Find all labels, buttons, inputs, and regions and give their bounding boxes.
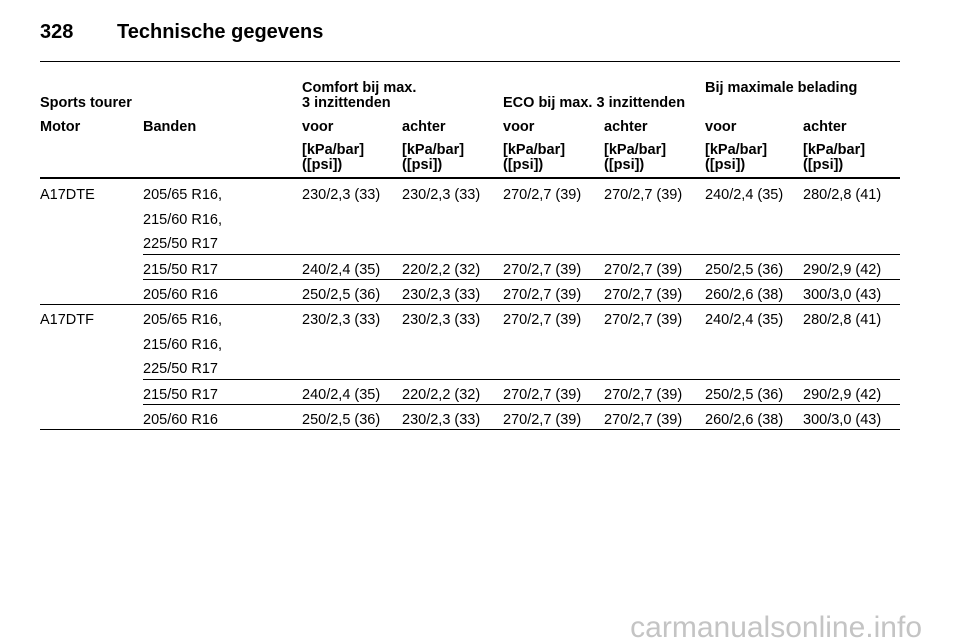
page-number: 328 bbox=[40, 21, 74, 43]
tire-cell: 215/50 R17 bbox=[143, 387, 218, 403]
page-title: Technische gegevens bbox=[117, 21, 324, 43]
pressure-cell: 250/2,5 (36) bbox=[705, 387, 784, 403]
pressure-cell: 270/2,7 (39) bbox=[604, 387, 683, 403]
tire-cell: 205/60 R16 bbox=[143, 287, 218, 303]
header-rule bbox=[40, 61, 900, 62]
pressure-cell: 270/2,7 (39) bbox=[503, 387, 582, 403]
unit-header: [kPa/bar] ([psi]) bbox=[705, 142, 768, 173]
unit-header: [kPa/bar] ([psi]) bbox=[503, 142, 566, 173]
pressure-cell: 240/2,4 (35) bbox=[705, 312, 784, 328]
tire-cell: 215/60 R16, bbox=[143, 336, 223, 353]
pressure-cell: 230/2,3 (33) bbox=[402, 187, 481, 203]
pressure-cell: 250/2,5 (36) bbox=[302, 412, 381, 428]
column-header: Banden bbox=[143, 119, 197, 135]
row-rule bbox=[143, 379, 900, 380]
column-header: voor bbox=[705, 119, 737, 135]
pressure-cell: 260/2,6 (38) bbox=[705, 287, 784, 303]
pressure-cell: 270/2,7 (39) bbox=[503, 412, 582, 428]
column-header: achter bbox=[604, 119, 648, 135]
column-header: achter bbox=[402, 119, 446, 135]
row-rule bbox=[143, 404, 900, 405]
pressure-cell: 230/2,3 (33) bbox=[302, 187, 381, 203]
pressure-cell: 300/3,0 (43) bbox=[803, 412, 882, 428]
row-rule bbox=[143, 254, 900, 255]
tire-cell: 215/60 R16, bbox=[143, 211, 223, 228]
tire-cell: 205/60 R16 bbox=[143, 412, 218, 428]
unit-header: [kPa/bar] ([psi]) bbox=[803, 142, 866, 173]
pressure-cell: 240/2,4 (35) bbox=[302, 387, 381, 403]
pressure-cell: 230/2,3 (33) bbox=[402, 312, 481, 328]
pressure-cell: 270/2,7 (39) bbox=[503, 312, 582, 328]
column-header: Motor bbox=[40, 119, 81, 135]
column-header: voor bbox=[503, 119, 535, 135]
unit-header: [kPa/bar] ([psi]) bbox=[302, 142, 365, 173]
pressure-cell: 260/2,6 (38) bbox=[705, 412, 784, 428]
group-header: ECO bij max. 3 inzittenden bbox=[503, 95, 686, 111]
pressure-cell: 290/2,9 (42) bbox=[803, 387, 882, 403]
motor-cell: A17DTE bbox=[40, 187, 95, 203]
pressure-cell: 270/2,7 (39) bbox=[604, 312, 683, 328]
pressure-cell: 290/2,9 (42) bbox=[803, 262, 882, 278]
pressure-cell: 300/3,0 (43) bbox=[803, 287, 882, 303]
pressure-cell: 270/2,7 (39) bbox=[503, 287, 582, 303]
pressure-cell: 230/2,3 (33) bbox=[402, 412, 481, 428]
pressure-cell: 230/2,3 (33) bbox=[302, 312, 381, 328]
column-header: voor bbox=[302, 119, 334, 135]
pressure-cell: 250/2,5 (36) bbox=[705, 262, 784, 278]
tire-cell: 205/65 R16, bbox=[143, 187, 223, 203]
tire-cell: 215/50 R17 bbox=[143, 262, 218, 278]
pressure-cell: 270/2,7 (39) bbox=[604, 262, 683, 278]
unit-header: [kPa/bar] ([psi]) bbox=[402, 142, 465, 173]
pressure-cell: 230/2,3 (33) bbox=[402, 287, 481, 303]
pressure-cell: 220/2,2 (32) bbox=[402, 387, 481, 403]
pressure-cell: 220/2,2 (32) bbox=[402, 262, 481, 278]
pressure-cell: 270/2,7 (39) bbox=[503, 262, 582, 278]
tire-cell: 205/65 R16, bbox=[143, 312, 223, 328]
column-header: achter bbox=[803, 119, 847, 135]
pressure-cell: 280/2,8 (41) bbox=[803, 187, 882, 203]
group-header: Comfort bij max. 3 inzittenden bbox=[302, 80, 417, 111]
row-rule bbox=[40, 304, 900, 305]
pressure-cell: 240/2,4 (35) bbox=[705, 187, 784, 203]
header-bottom-rule bbox=[40, 177, 900, 179]
watermark: carmanualsonline.info bbox=[630, 611, 922, 644]
group-header: Sports tourer bbox=[40, 95, 132, 111]
pressure-cell: 270/2,7 (39) bbox=[604, 287, 683, 303]
tire-cell: 225/50 R17 bbox=[143, 236, 218, 252]
pressure-cell: 270/2,7 (39) bbox=[604, 412, 683, 428]
pressure-cell: 270/2,7 (39) bbox=[604, 187, 683, 203]
row-rule bbox=[143, 279, 900, 280]
row-rule bbox=[40, 429, 900, 430]
tire-cell: 225/50 R17 bbox=[143, 361, 218, 377]
pressure-cell: 280/2,8 (41) bbox=[803, 312, 882, 328]
group-header: Bij maximale belading bbox=[705, 80, 858, 96]
motor-cell: A17DTF bbox=[40, 312, 94, 328]
unit-header: [kPa/bar] ([psi]) bbox=[604, 142, 667, 173]
pressure-cell: 240/2,4 (35) bbox=[302, 262, 381, 278]
pressure-cell: 250/2,5 (36) bbox=[302, 287, 381, 303]
pressure-cell: 270/2,7 (39) bbox=[503, 187, 582, 203]
